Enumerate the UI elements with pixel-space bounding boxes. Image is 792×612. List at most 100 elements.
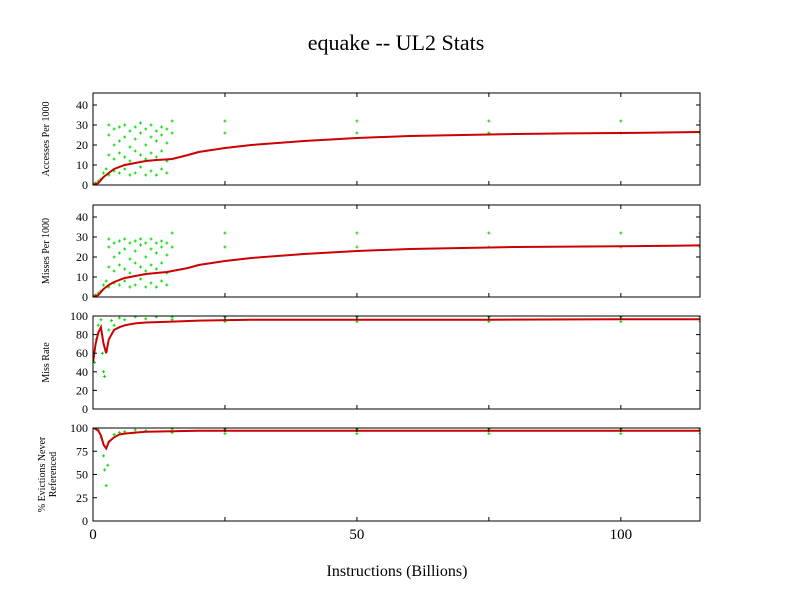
sample-point: [102, 454, 106, 458]
y-tick-label: 20: [76, 250, 88, 264]
cumulative-line: [93, 131, 700, 185]
sample-point: [144, 269, 148, 273]
chart-title: equake -- UL2 Stats: [308, 30, 485, 55]
sample-point: [144, 241, 148, 245]
sample-point: [133, 239, 137, 243]
sample-point: [133, 283, 137, 287]
sample-point: [117, 283, 121, 287]
sample-point: [149, 123, 153, 127]
y-tick-label: 0: [82, 290, 88, 304]
sample-point: [101, 351, 105, 355]
sample-point: [112, 255, 116, 259]
sample-point: [355, 245, 359, 249]
sample-point: [355, 131, 359, 135]
sample-point: [139, 265, 143, 269]
chart-panels: 0 10 20 30 40 Accesses Per 1000 0 10 20 30 40 Misse…: [37, 92, 701, 543]
panel-data: [93, 231, 700, 297]
panel-1: 0 10 20 30 40 Accesses Per 1000: [41, 92, 701, 192]
y-axis-label-line: Miss Rate: [41, 342, 52, 383]
x-tick-label: 50: [349, 527, 364, 543]
sample-point: [223, 432, 227, 436]
sample-point: [170, 131, 174, 135]
sample-point: [139, 121, 143, 125]
sample-point: [103, 374, 107, 378]
y-tick-label: 10: [76, 270, 88, 284]
sample-point: [139, 165, 143, 169]
sample-point: [123, 155, 127, 159]
sample-point: [123, 123, 127, 127]
sample-point: [149, 151, 153, 155]
sample-point: [104, 484, 108, 488]
sample-point: [149, 237, 153, 241]
y-tick-label: 80: [76, 328, 88, 342]
y-axis-label-line: Referenced: [48, 452, 59, 498]
sample-point: [487, 432, 491, 436]
sample-series: [93, 428, 700, 488]
sample-point: [154, 316, 158, 319]
sample-point: [619, 320, 623, 324]
sample-point: [117, 151, 121, 155]
y-tick-label: 20: [76, 138, 88, 152]
sample-point: [133, 149, 137, 153]
sample-point: [112, 323, 116, 327]
y-tick-label: 0: [82, 178, 88, 192]
sample-point: [160, 133, 164, 137]
panel-frame: [92, 427, 701, 522]
sample-point: [154, 139, 158, 143]
sample-point: [128, 129, 132, 133]
y-tick-label: 50: [76, 468, 88, 482]
sample-point: [133, 316, 137, 319]
sample-point: [107, 328, 111, 332]
sample-series: [93, 119, 700, 185]
sample-point: [107, 237, 111, 241]
sample-point: [223, 245, 227, 249]
y-axis-label-line: Accesses Per 1000: [41, 102, 52, 177]
sample-point: [619, 231, 623, 235]
panel-frame: [92, 315, 701, 410]
sample-point: [154, 241, 158, 245]
sample-point: [123, 279, 127, 283]
sample-point: [170, 119, 174, 123]
y-tick-label: 0: [82, 514, 88, 528]
sample-point: [133, 249, 137, 253]
sample-point: [104, 279, 108, 283]
sample-point: [123, 318, 127, 322]
cumulative-line: [93, 428, 700, 451]
panel-data: [93, 316, 700, 392]
sample-point: [154, 267, 158, 271]
sample-point: [698, 320, 700, 324]
sample-point: [103, 468, 107, 472]
sample-point: [170, 428, 174, 431]
sample-point: [128, 285, 132, 289]
sample-point: [139, 237, 143, 241]
panel-frame: [92, 92, 701, 186]
sample-point: [128, 241, 132, 245]
sample-point: [139, 131, 143, 135]
sample-point: [165, 253, 169, 257]
sample-point: [123, 237, 127, 241]
sample-point: [170, 316, 174, 319]
sample-point: [107, 133, 111, 137]
sample-point: [149, 281, 153, 285]
sample-point: [112, 157, 116, 161]
sample-point: [139, 243, 143, 247]
y-tick-label: 30: [76, 118, 88, 132]
sample-point: [160, 279, 164, 283]
y-axis-label: Misses Per 1000: [41, 218, 52, 284]
sample-point: [93, 181, 95, 185]
sample-point: [154, 173, 158, 177]
sample-point: [149, 263, 153, 267]
sample-point: [128, 159, 132, 163]
y-tick-label: 30: [76, 230, 88, 244]
sample-point: [128, 271, 132, 275]
panel-frame: [92, 204, 701, 298]
y-tick-label: 100: [70, 421, 88, 435]
sample-point: [144, 127, 148, 131]
y-tick-label: 75: [76, 444, 88, 458]
sample-point: [112, 433, 116, 437]
y-tick-label: 40: [76, 210, 88, 224]
sample-point: [112, 143, 116, 147]
sample-point: [106, 463, 110, 467]
sample-point: [112, 241, 116, 245]
